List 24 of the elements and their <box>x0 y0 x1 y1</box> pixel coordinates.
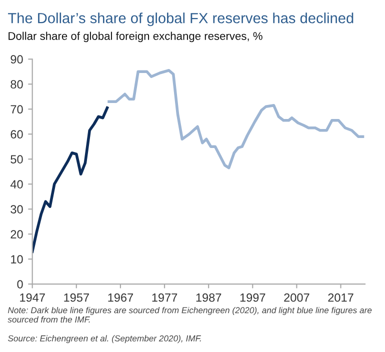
y-tick-label: 50 <box>10 155 23 164</box>
x-tick-label: 2007 <box>284 293 310 302</box>
x-tick-label: 1967 <box>108 293 133 302</box>
x-tick-label: 2017 <box>328 293 354 302</box>
y-tick-label: 10 <box>11 255 23 264</box>
y-tick-label: 0 <box>17 280 23 288</box>
y-tick-label: 70 <box>10 105 23 114</box>
y-tick-label: 60 <box>10 130 23 139</box>
y-tick-label: 30 <box>10 205 23 214</box>
text: Note: Dark blue line figures are sourced from Eichengreen (2020), and light blue line figures are sourced from the IMF. <box>8 306 372 323</box>
source-note: Source: Eichengreen et al. (September 2020), IMF. <box>8 335 201 344</box>
y-tick-label: 90 <box>10 55 23 64</box>
y-tick-label: 20 <box>10 230 23 238</box>
chart-subtitle: Dollar share of global foreign exchange reserves, % <box>8 32 262 42</box>
y-tick-label: 40 <box>10 180 23 188</box>
x-tick-label: 1947 <box>20 293 45 302</box>
y-tick-label: 80 <box>10 80 23 89</box>
line-series <box>108 68 364 170</box>
x-tick-label: 1957 <box>64 293 89 302</box>
x-tick-label: 1977 <box>152 293 178 302</box>
x-tick-label: 1997 <box>240 293 266 302</box>
line-series <box>32 106 109 253</box>
x-tick-label: 1987 <box>196 293 222 302</box>
chart-title: The Dollar’s share of global FX reserves has declined <box>8 12 354 26</box>
